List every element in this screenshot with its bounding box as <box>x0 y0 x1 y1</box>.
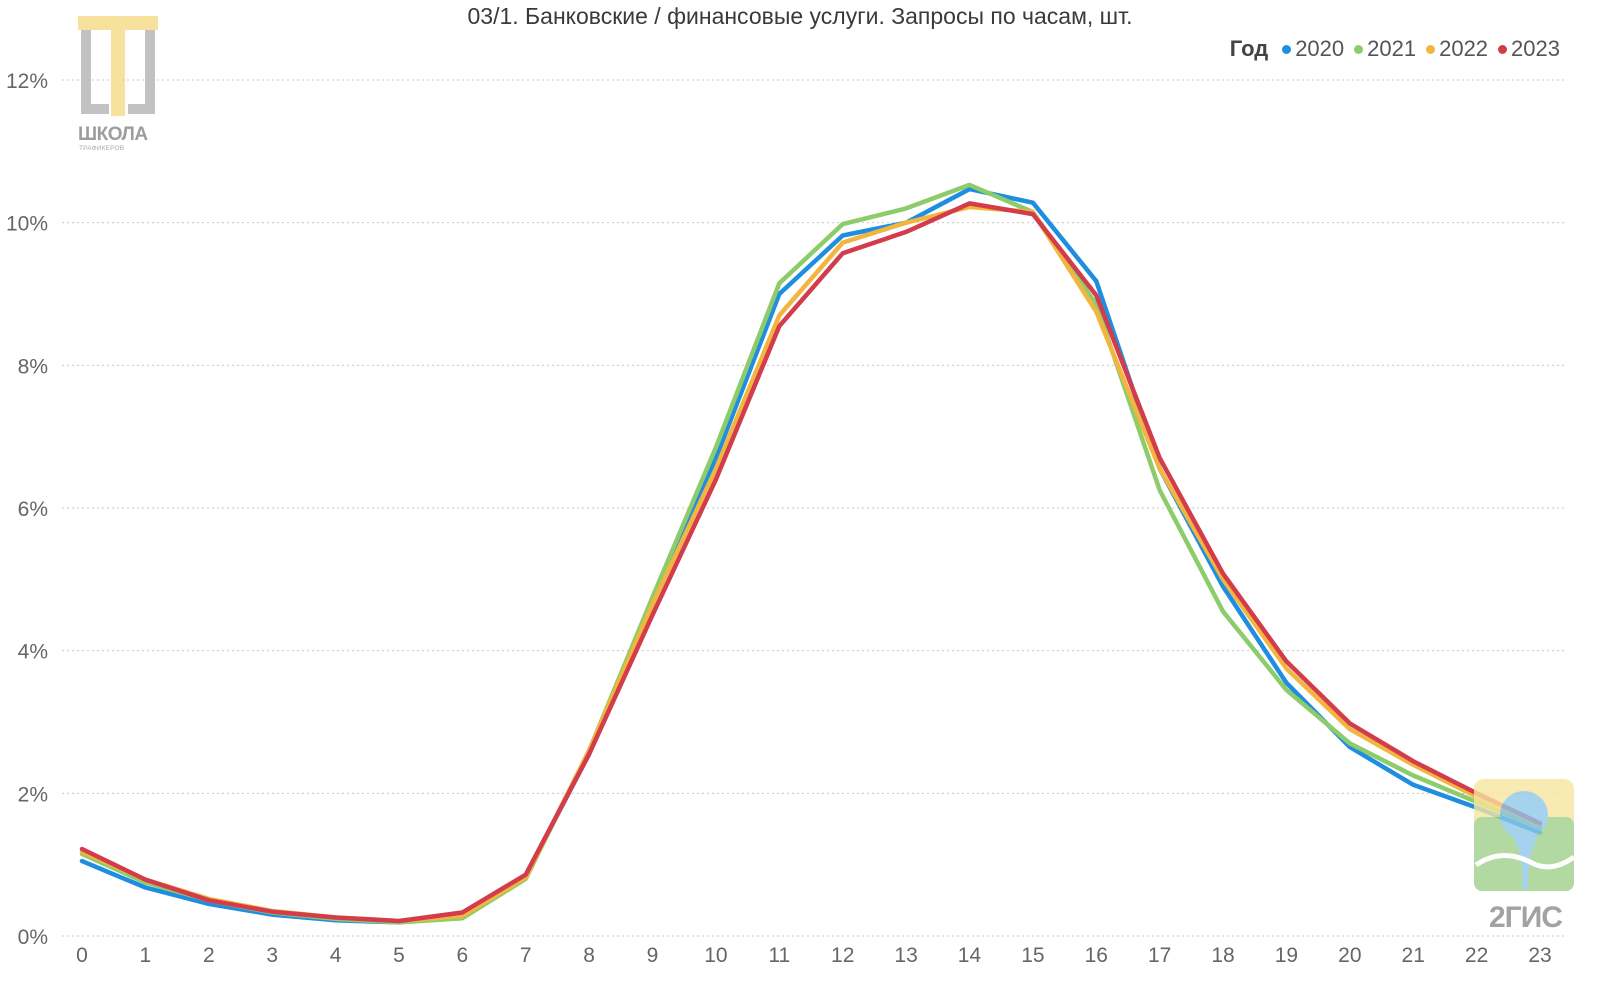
legend-title: Год <box>1229 36 1269 61</box>
x-tick-label: 14 <box>958 944 982 967</box>
legend-item-2021[interactable]: 2021 <box>1354 36 1416 62</box>
x-tick-label: 11 <box>768 944 790 967</box>
x-tick-label: 3 <box>266 944 278 967</box>
x-tick-label: 23 <box>1528 944 1551 967</box>
x-tick-label: 17 <box>1148 944 1171 967</box>
y-tick-label: 6% <box>18 498 48 521</box>
legend: Год 2020 2021 2022 2023 <box>1230 36 1560 62</box>
legend-dot-2020 <box>1282 44 1292 54</box>
legend-label-2022: 2022 <box>1439 36 1489 61</box>
y-tick-label: 8% <box>18 355 48 378</box>
legend-item-2022[interactable]: 2022 <box>1426 36 1488 62</box>
x-tick-label: 9 <box>647 944 659 967</box>
x-tick-label: 12 <box>831 944 854 967</box>
y-tick-label: 4% <box>18 641 48 664</box>
x-tick-label: 10 <box>704 944 727 967</box>
legend-dot-2022 <box>1426 44 1436 54</box>
series-line-2022 <box>79 204 1543 924</box>
y-tick-label: 0% <box>18 926 48 949</box>
y-tick-label: 2% <box>18 783 48 806</box>
series-line-2023 <box>79 201 1543 924</box>
2gis-logo-text: 2ГИС <box>1489 901 1563 934</box>
school-logo-text: ШКОЛА <box>78 124 148 145</box>
legend-label-2020: 2020 <box>1295 36 1345 61</box>
legend-item-2023[interactable]: 2023 <box>1498 36 1560 62</box>
chart-title: 03/1. Банковские / финансовые услуги. За… <box>467 3 1133 29</box>
series-line-2021 <box>79 182 1543 925</box>
legend-item-2020[interactable]: 2020 <box>1282 36 1344 62</box>
legend-dot-2023 <box>1498 44 1508 54</box>
x-tick-label: 20 <box>1338 944 1361 967</box>
school-logo: ШКОЛА ТРАФИКЕРОВ <box>78 16 160 156</box>
x-tick-label: 5 <box>393 944 405 967</box>
legend-dot-2021 <box>1354 44 1364 54</box>
2gis-logo-mark <box>1474 779 1576 891</box>
x-tick-label: 6 <box>457 944 469 967</box>
x-tick-label: 13 <box>894 944 917 967</box>
x-tick-label: 0 <box>76 944 88 967</box>
legend-label-2021: 2021 <box>1367 36 1417 61</box>
school-logo-mark <box>78 16 158 116</box>
x-tick-label: 4 <box>330 944 342 967</box>
x-tick-label: 1 <box>140 944 152 967</box>
x-tick-label: 16 <box>1085 944 1108 967</box>
x-tick-label: 19 <box>1275 944 1298 967</box>
x-tick-label: 2 <box>203 944 215 967</box>
school-logo-subtext: ТРАФИКЕРОВ <box>79 145 125 152</box>
x-tick-label: 22 <box>1465 944 1488 967</box>
x-tick-label: 18 <box>1211 944 1234 967</box>
y-tick-label: 10% <box>6 213 48 236</box>
x-tick-label: 21 <box>1402 944 1425 967</box>
x-tick-label: 7 <box>520 944 532 967</box>
x-tick-label: 8 <box>583 944 595 967</box>
series-line-2020 <box>79 186 1543 925</box>
y-tick-label: 12% <box>6 70 48 93</box>
2gis-logo: 2ГИС <box>1472 777 1576 937</box>
x-tick-label: 15 <box>1021 944 1044 967</box>
legend-label-2023: 2023 <box>1511 36 1560 61</box>
